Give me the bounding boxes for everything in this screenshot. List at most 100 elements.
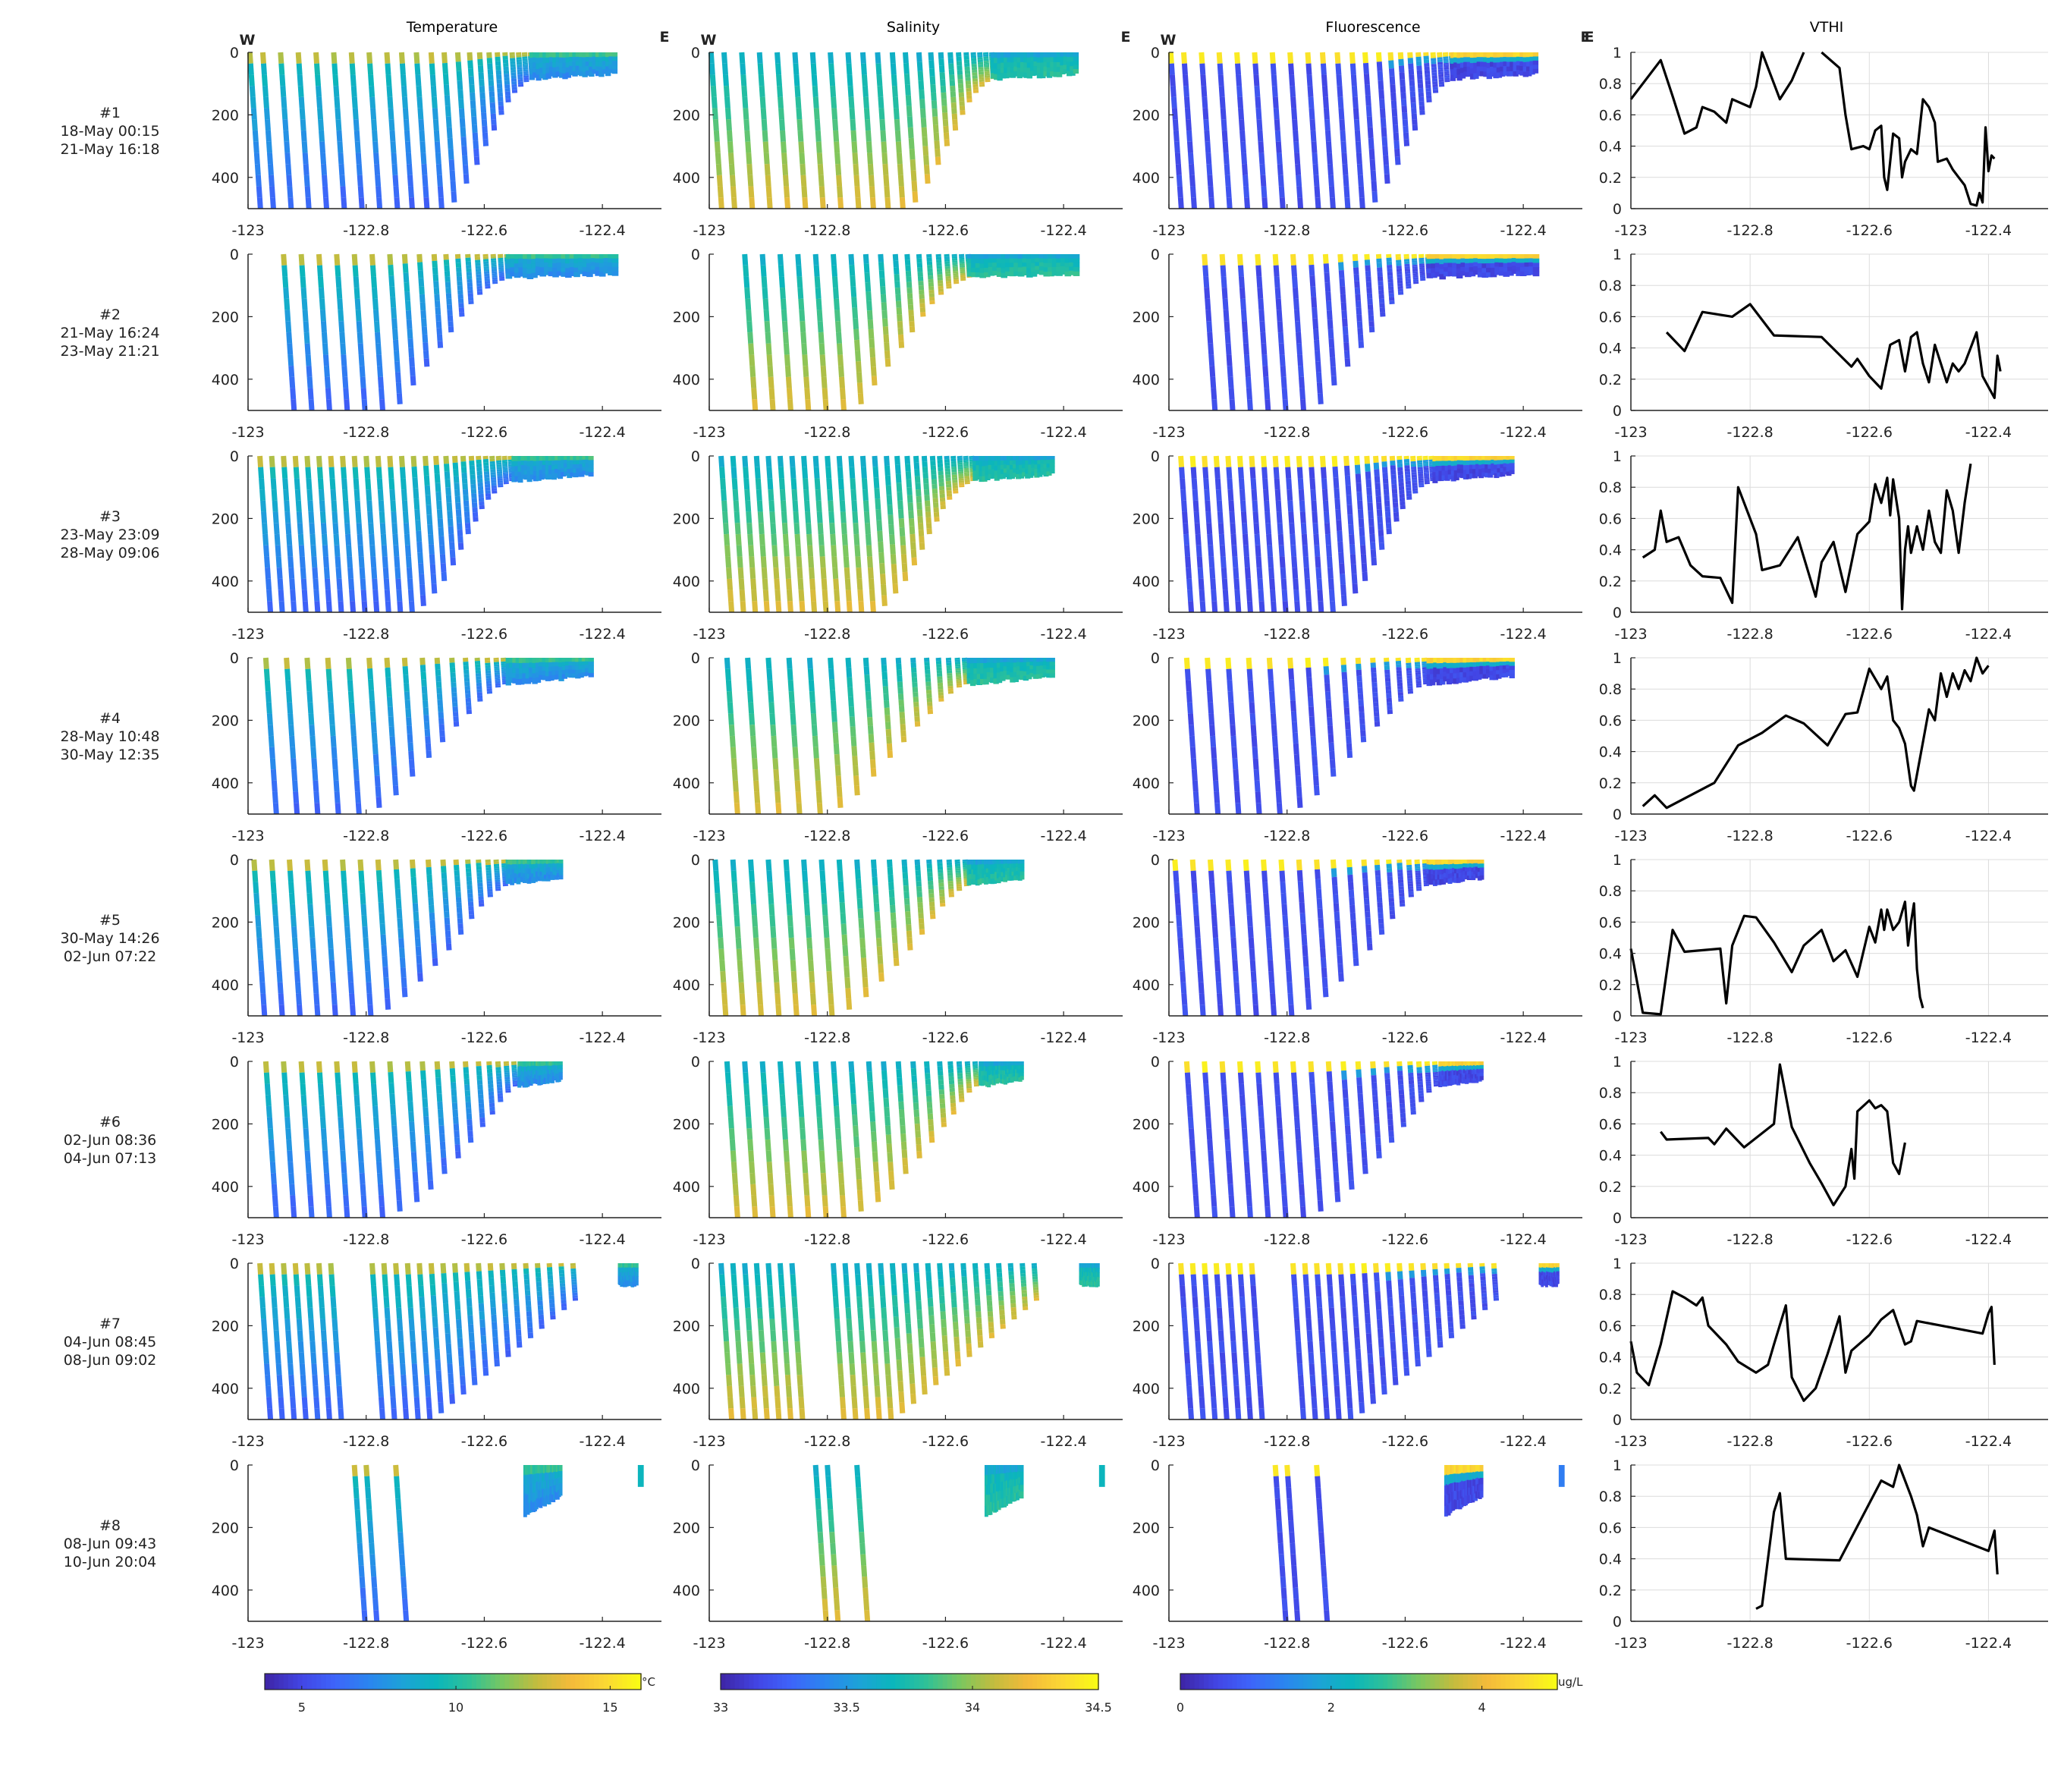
cast-profile: [859, 52, 876, 209]
shelf-cell: [1043, 254, 1051, 259]
cast-segment: [1324, 130, 1331, 142]
cast-segment: [1228, 500, 1235, 512]
cast-segment: [1239, 489, 1246, 501]
shelf-cell: [1439, 269, 1446, 275]
cast-segment: [748, 343, 755, 355]
cast-segment: [392, 533, 399, 545]
shelf-cell: [1022, 258, 1029, 263]
cast-segment: [877, 530, 884, 542]
cast-profile: [718, 455, 735, 613]
cast-segment: [1332, 466, 1339, 478]
cast-segment: [853, 785, 860, 796]
cast-segment: [1203, 478, 1210, 490]
shelf-cell: [1493, 62, 1499, 68]
shelf-cell: [1460, 258, 1468, 263]
shelf-cell: [1509, 456, 1515, 461]
shelf-cell: [1491, 467, 1497, 472]
cast-segment: [304, 657, 311, 669]
shelf-cell: [551, 470, 558, 476]
cast-profile: [921, 455, 932, 535]
shelf-cell: [548, 263, 555, 268]
shelf-cell: [518, 272, 525, 277]
shelf-cell: [526, 461, 533, 467]
cast-segment: [445, 293, 452, 300]
shelf-cell: [1064, 267, 1072, 272]
cast-segment: [1246, 399, 1253, 411]
cast-segment: [779, 489, 786, 501]
cast-segment: [351, 455, 358, 467]
shelf-cell: [1000, 52, 1007, 58]
cast-segment: [423, 475, 430, 486]
shelf-cell: [1028, 469, 1034, 474]
cast-segment: [363, 455, 370, 467]
cast-profile: [1167, 52, 1184, 209]
cast-segment: [247, 63, 254, 75]
shelf-cell: [522, 259, 529, 264]
cast-segment: [443, 259, 450, 266]
cast-segment: [1353, 119, 1360, 131]
shelf-cell: [1009, 456, 1015, 461]
shelf-cell: [972, 465, 979, 471]
cast-segment: [952, 119, 958, 125]
cast-segment: [910, 549, 917, 558]
shelf-cell: [581, 668, 588, 673]
shelf-cell: [588, 467, 594, 473]
cast-segment: [1292, 276, 1298, 288]
cast-segment: [1290, 253, 1296, 266]
cast-segment: [884, 186, 891, 198]
shelf-cell: [519, 673, 525, 680]
cast-segment: [358, 556, 365, 568]
shelf-cell: [1031, 471, 1037, 476]
cast-segment: [919, 99, 925, 109]
cast-segment: [874, 488, 881, 499]
cast-segment: [439, 736, 446, 743]
cast-segment: [830, 533, 837, 545]
cast-profile: [501, 455, 509, 485]
cast-segment: [1256, 119, 1263, 131]
shelf-cell: [1434, 272, 1442, 277]
x-tick-label: -122.4: [1500, 424, 1547, 441]
cast-profile: [1437, 52, 1445, 87]
shelf-cell: [1038, 262, 1046, 267]
cast-segment: [422, 174, 429, 187]
cast-segment: [1226, 354, 1233, 366]
west-label: W: [1161, 32, 1177, 49]
cast-segment: [817, 523, 824, 535]
shelf-cell: [544, 270, 551, 275]
shelf-cell: [1037, 456, 1043, 461]
cast-segment: [278, 63, 285, 75]
cast-segment: [781, 321, 788, 333]
cast-segment: [761, 567, 768, 580]
shelf-cell: [1483, 67, 1489, 72]
shelf-cell: [1466, 473, 1472, 479]
shelf-cell: [985, 475, 991, 481]
cast-profile: [348, 52, 365, 209]
shelf-cell: [1447, 263, 1455, 268]
cast-segment: [790, 725, 797, 737]
cast-segment: [934, 140, 941, 149]
shelf-cell: [1532, 271, 1540, 277]
shelf-cell: [1016, 456, 1022, 461]
shelf-cell: [552, 72, 558, 78]
cast-segment: [828, 63, 835, 75]
cast-segment: [916, 509, 923, 517]
cast-segment: [436, 334, 443, 342]
cast-segment: [1341, 152, 1348, 165]
cast-segment: [323, 365, 330, 378]
cast-profile: [759, 253, 776, 411]
cast-segment: [723, 523, 730, 535]
shelf-cell: [1013, 263, 1020, 268]
shelf-cell: [1500, 71, 1506, 77]
shelf-cell: [1519, 61, 1525, 67]
cast-segment: [366, 657, 373, 669]
shelf-cell: [1486, 258, 1493, 264]
cast-segment: [751, 589, 758, 602]
cast-segment: [386, 687, 392, 698]
cast-segment: [1338, 552, 1345, 564]
shelf-cell: [988, 258, 995, 263]
cast-segment: [833, 743, 840, 755]
cast-segment: [469, 84, 476, 93]
cast-profile: [328, 455, 344, 613]
cast-segment: [1408, 68, 1415, 75]
cast-segment: [1368, 321, 1375, 327]
